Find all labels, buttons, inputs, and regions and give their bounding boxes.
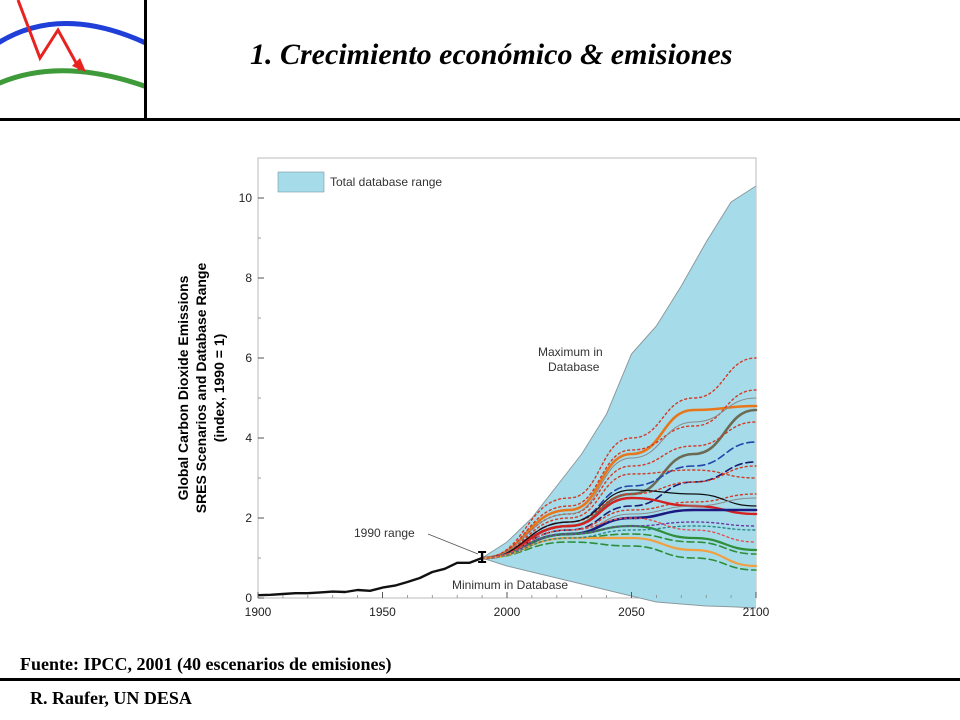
scenario-line-17 <box>481 541 757 571</box>
range-1990-annotation: 1990 range <box>354 526 415 540</box>
emissions-chart: 0 2 4 6 8 10 1900 1950 2000 2050 2100 Total databa… <box>175 157 770 619</box>
x-tick-label: 2050 <box>618 605 645 619</box>
header-divider-vertical <box>144 0 147 119</box>
logo-upper-arc <box>0 21 146 46</box>
scenario-line-20 <box>481 521 757 559</box>
y-tick-label: 4 <box>245 431 252 445</box>
y-tick-label: 10 <box>239 191 253 205</box>
range-1990-leader <box>427 533 479 555</box>
legend-label: Total database range <box>330 175 442 189</box>
x-tick-label: 2000 <box>494 605 521 619</box>
scenario-line-12 <box>481 489 757 559</box>
y-axis-label-3: (index, 1990 = 1) <box>211 334 227 443</box>
scenario-line-4 <box>481 461 757 559</box>
scenario-line-13 <box>481 397 757 559</box>
max-annotation: Maximum in Database <box>538 345 606 374</box>
y-tick-label: 0 <box>245 591 252 605</box>
x-tick-label: 1950 <box>369 605 396 619</box>
x-tick-label: 2100 <box>743 605 770 619</box>
source-note: Fuente: IPCC, 2001 (40 escenarios de emi… <box>20 654 392 674</box>
scenario-line-1 <box>480 404 758 560</box>
scenario-line-11 <box>480 496 758 560</box>
scenario-line-21 <box>481 525 757 559</box>
y-tick-label: 8 <box>245 271 252 285</box>
y-tick-label: 6 <box>245 351 252 365</box>
footer-divider <box>0 678 960 681</box>
y-axis-label-2: SRES Scenarios and Database Range <box>193 263 209 514</box>
database-max-line <box>481 185 757 559</box>
logo-lower-arc <box>0 68 146 90</box>
y-tick-label: 2 <box>245 511 252 525</box>
logo-arrow-icon <box>16 0 82 71</box>
logo <box>0 0 146 90</box>
min-annotation: Minimum in Database <box>452 578 568 592</box>
author-credit: R. Raufer, UN DESA <box>30 688 192 708</box>
database-min-line <box>481 557 757 609</box>
historical-line <box>257 556 483 597</box>
header-divider <box>0 118 960 121</box>
scenario-line-5 <box>481 357 757 559</box>
page-title: 1. Crecimiento económico & emisiones <box>250 38 733 71</box>
scenario-line-22 <box>481 517 757 559</box>
scenario-line-18 <box>481 533 757 559</box>
legend-swatch <box>277 171 325 193</box>
scenario-line-8 <box>481 469 757 559</box>
x-tick-label: 1900 <box>245 605 272 619</box>
y-axis-label-1: Global Carbon Dioxide Emissions <box>175 275 191 500</box>
logo-arrowhead-icon <box>72 58 86 72</box>
scenario-line-6 <box>481 389 757 559</box>
